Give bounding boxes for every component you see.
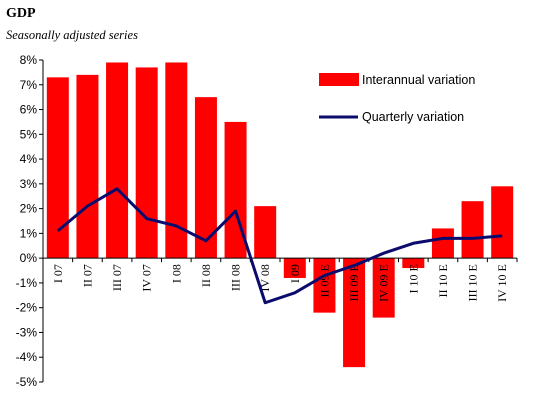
chart-title: GDP [6, 6, 36, 21]
bar-interannual [461, 201, 484, 259]
x-tick-label: I 10 E [406, 264, 420, 293]
x-axis-labels: I 07 II 07 III 07 IV 07 I 08 II 08 III 08 IV 08… [51, 264, 509, 302]
legend: Interannual variation Quarterly variatio… [319, 73, 475, 124]
y-tick-label: 6% [20, 103, 38, 117]
x-tick-label: III 09 E [347, 264, 361, 301]
y-tick-label: -4% [16, 350, 38, 364]
y-tick-label: -2% [16, 301, 38, 315]
y-tick-label: 0% [20, 251, 38, 265]
bar-interannual [402, 258, 425, 269]
x-tick-label: II 08 [199, 264, 213, 287]
legend-label-quarterly: Quarterly variation [362, 110, 464, 124]
y-axis: 8% 7% 6% 5% 4% 3% 2% 1% 0% -1% -2% -3% -4% -5% [16, 53, 44, 389]
bar-interannual [372, 258, 395, 318]
x-tick-label: II 10 E [436, 264, 450, 297]
x-tick-label: I 09 [288, 264, 302, 283]
bar-interannual [46, 77, 69, 259]
y-tick-label: -3% [16, 325, 38, 339]
y-tick-label: -5% [16, 375, 38, 389]
x-tick-label: IV 07 [140, 264, 154, 291]
x-tick-label: IV 09 E [377, 264, 391, 302]
y-tick-label: 3% [20, 177, 38, 191]
x-tick-label: IV 08 [258, 264, 272, 291]
y-tick-label: -1% [16, 276, 38, 290]
bar-interannual [431, 228, 454, 259]
legend-swatch-interannual [319, 73, 359, 86]
y-tick-label: 7% [20, 78, 38, 92]
x-tick-label: I 07 [51, 264, 65, 283]
legend-label-interannual: Interannual variation [362, 73, 475, 87]
x-tick-label: I 08 [169, 264, 183, 283]
zero-axis [43, 257, 518, 263]
bar-interannual [343, 258, 366, 368]
bars [46, 62, 514, 368]
x-tick-label: III 08 [229, 264, 243, 291]
bar-interannual [106, 62, 129, 259]
quarterly-line [56, 187, 503, 305]
bar-interannual [313, 258, 336, 313]
y-tick-label: 4% [20, 152, 38, 166]
y-tick-label: 8% [20, 53, 38, 67]
x-tick-label: III 10 E [466, 264, 480, 301]
x-tick-label: IV 10 E [495, 264, 509, 302]
y-tick-label: 2% [20, 202, 38, 216]
line-quarterly [56, 187, 503, 305]
x-tick-label: III 07 [110, 264, 124, 291]
bar-interannual [194, 97, 217, 259]
chart-subtitle: Seasonally adjusted series [6, 28, 138, 42]
y-tick-label: 1% [20, 226, 38, 240]
x-tick-label: II 09 E [317, 264, 331, 297]
y-tick-label: 5% [20, 127, 38, 141]
bar-interannual [135, 67, 158, 259]
bar-interannual [491, 186, 514, 259]
bar-interannual [76, 74, 99, 259]
x-tick-label: II 07 [80, 264, 94, 287]
bar-interannual [254, 206, 277, 259]
bar-interannual [165, 62, 188, 259]
bar-interannual [283, 258, 306, 278]
